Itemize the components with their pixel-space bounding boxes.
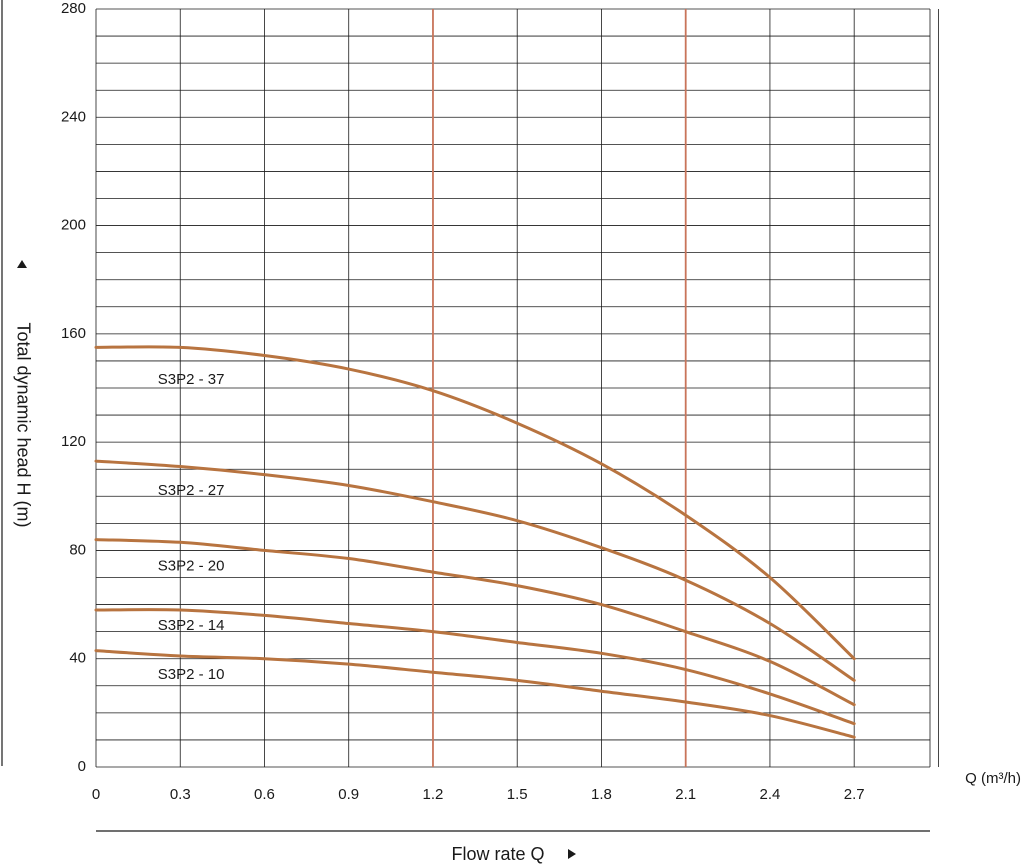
y-tick-label: 0	[78, 758, 86, 775]
x-tick-label: 1.2	[423, 786, 444, 803]
series-curves	[94, 345, 856, 739]
series-label-1: S3P2 - 27	[158, 482, 225, 499]
x-tick-label: 0.9	[338, 786, 359, 803]
x-tick-label: 0	[92, 786, 100, 803]
x-axis-title: Flow rate Q	[451, 844, 544, 864]
y-tick-label: 120	[61, 433, 86, 450]
series-line-0	[94, 345, 856, 661]
x-unit-label: Q (m³/h)	[965, 770, 1021, 787]
y-tick-label: 240	[61, 108, 86, 125]
series-line-4	[94, 649, 856, 739]
series-line-1	[94, 459, 856, 682]
grid	[95, 8, 939, 768]
x-tick-label: 0.3	[170, 786, 191, 803]
y-tick-label: 40	[69, 650, 86, 667]
axis-ticks: 0 40 80 120 160 200 240 280 0 0.3 0.6 0.9 1.2 1.5 1.8 2…	[61, 0, 865, 803]
reference-lines	[432, 9, 687, 767]
y-tick-label: 160	[61, 325, 86, 342]
series-label-2: S3P2 - 20	[158, 558, 225, 575]
series-label-3: S3P2 - 14	[158, 617, 225, 634]
y-axis-title: Total dynamic head H (m)	[13, 322, 33, 527]
x-axis-arrow-icon	[568, 849, 576, 859]
y-tick-label: 280	[61, 0, 86, 17]
x-tick-label: 0.6	[254, 786, 275, 803]
x-tick-label: 2.4	[760, 786, 781, 803]
y-tick-label: 200	[61, 217, 86, 234]
series-line-3	[94, 608, 856, 726]
x-tick-label: 1.5	[507, 786, 528, 803]
series-label-4: S3P2 - 10	[158, 666, 225, 683]
y-axis-title-group: Total dynamic head H (m)	[13, 322, 33, 527]
x-tick-label: 2.7	[844, 786, 865, 803]
series-label-0: S3P2 - 37	[158, 371, 225, 388]
series-labels: S3P2 - 37 S3P2 - 27 S3P2 - 20 S3P2 - 14 S3P2…	[158, 371, 225, 683]
y-tick-label: 80	[69, 541, 86, 558]
x-tick-label: 2.1	[675, 786, 696, 803]
y-axis-arrow-icon	[17, 260, 27, 268]
x-tick-label: 1.8	[591, 786, 612, 803]
series-line-2	[94, 538, 856, 707]
